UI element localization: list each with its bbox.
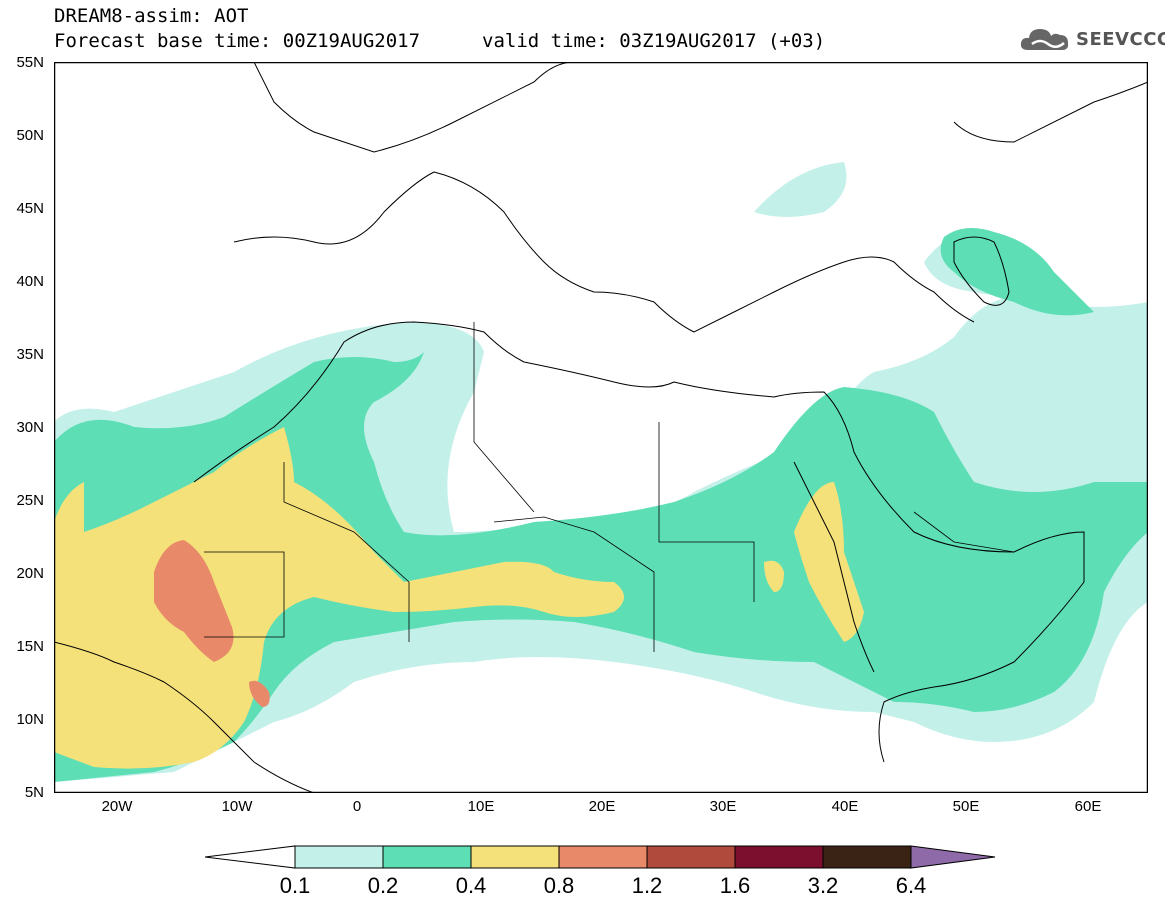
lon-label-10w: 10W <box>221 798 253 815</box>
coastlines <box>54 62 1148 793</box>
lat-label-55n: 55N <box>16 54 44 71</box>
lon-label-60e: 60E <box>1074 798 1102 815</box>
aot-level-0-8 <box>154 540 270 707</box>
colorbar-label-0-1: 0.1 <box>279 873 311 898</box>
lat-label-35n: 35N <box>16 346 44 363</box>
lon-label-20e: 20E <box>588 798 616 815</box>
colorbar-label-1-2: 1.2 <box>631 873 663 898</box>
colorbar-segment-6 <box>734 845 824 869</box>
country-borders <box>204 322 1015 652</box>
forecast-base-time: Forecast base time: 00Z19AUG2017 <box>54 30 421 52</box>
aot-level-0-2 <box>54 228 1148 782</box>
lat-label-40n: 40N <box>16 273 44 290</box>
colorbar-label-0-2: 0.2 <box>367 873 399 898</box>
colorbar-segment-below <box>205 845 296 869</box>
lat-label-5n: 5N <box>24 784 44 801</box>
lat-label-30n: 30N <box>16 419 44 436</box>
lon-label-20w: 20W <box>101 798 133 815</box>
valid-time: valid time: 03Z19AUG2017 (+03) <box>482 30 826 52</box>
aot-level-0-4 <box>54 427 864 769</box>
colorbar-segment-above <box>910 845 996 869</box>
colorbar-label-0-8: 0.8 <box>543 873 575 898</box>
map-title: DREAM8-assim: AOT <box>54 5 249 27</box>
colorbar-segment-7 <box>822 845 912 869</box>
colorbar-segment-3 <box>470 845 560 869</box>
lon-label-0: 0 <box>352 798 362 815</box>
logo-text: SEEVCCC <box>1076 28 1165 50</box>
lat-label-10n: 10N <box>16 711 44 728</box>
colorbar-label-3-2: 3.2 <box>807 873 839 898</box>
lon-label-10e: 10E <box>467 798 495 815</box>
lat-label-50n: 50N <box>16 127 44 144</box>
colorbar-segment-5 <box>646 845 736 869</box>
map-frame <box>54 62 1148 793</box>
lat-label-45n: 45N <box>16 200 44 217</box>
lon-label-50e: 50E <box>952 798 980 815</box>
colorbar-label-0-4: 0.4 <box>455 873 487 898</box>
colorbar <box>205 845 996 869</box>
seevccc-logo: SEEVCCC <box>1018 24 1165 54</box>
lon-label-30e: 30E <box>709 798 737 815</box>
colorbar-label-1-6: 1.6 <box>719 873 751 898</box>
lat-label-25n: 25N <box>16 492 44 509</box>
colorbar-label-6-4: 6.4 <box>895 873 927 898</box>
colorbar-segment-2 <box>382 845 472 869</box>
lat-label-15n: 15N <box>16 638 44 655</box>
colorbar-segment-4 <box>558 845 648 869</box>
colorbar-segment-1 <box>294 845 384 869</box>
aot-map <box>54 62 1148 793</box>
lon-label-40e: 40E <box>831 798 859 815</box>
cloud-logo-icon <box>1020 29 1069 50</box>
lat-label-20n: 20N <box>16 565 44 582</box>
